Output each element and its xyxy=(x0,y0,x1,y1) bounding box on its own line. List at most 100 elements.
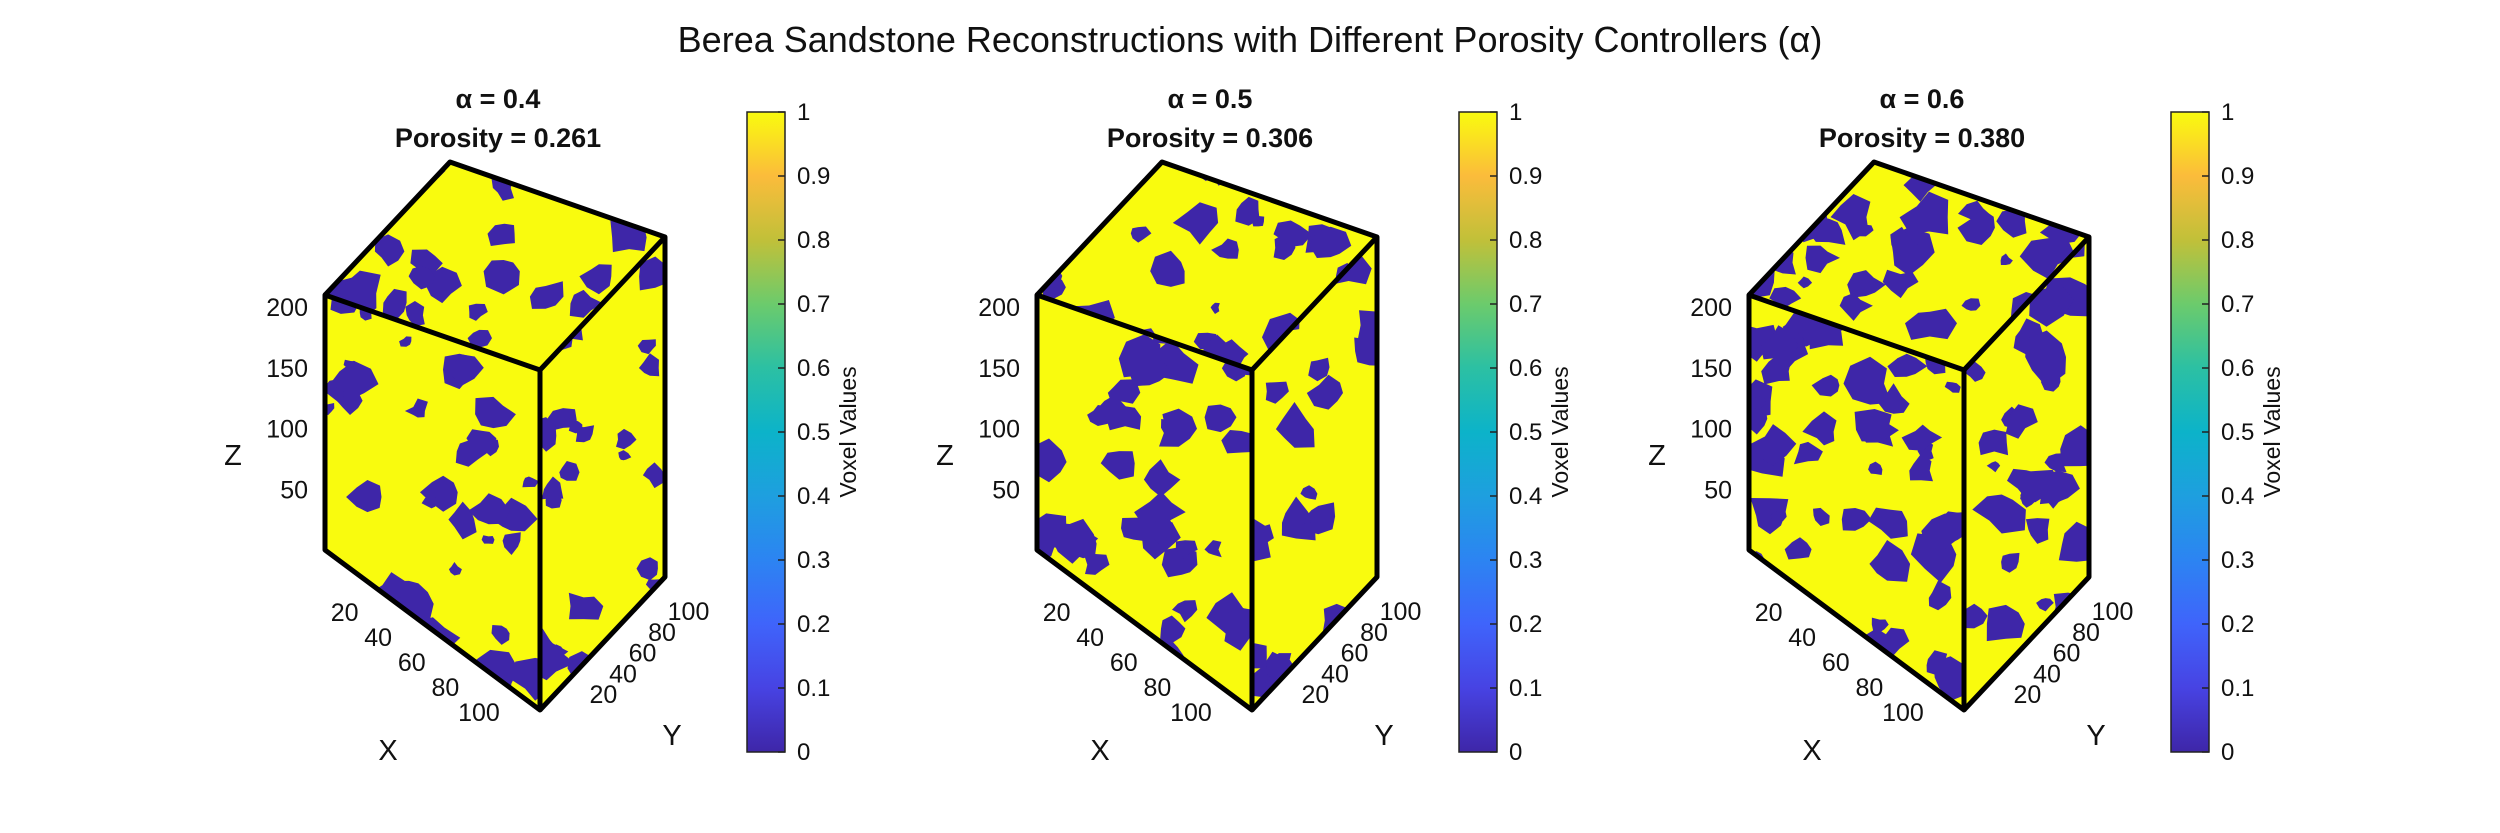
pore-blob xyxy=(1039,675,1067,707)
pore-blob xyxy=(1750,424,1797,466)
panel-title-porosity: Porosity = 0.380 xyxy=(1819,123,2025,153)
pore-blob xyxy=(1295,176,1323,204)
pore-blob xyxy=(1768,510,1787,524)
z-tick-label: 50 xyxy=(1704,476,1732,504)
pore-blob xyxy=(569,289,604,318)
pore-blob xyxy=(1357,175,1377,202)
pore-blob xyxy=(1160,615,1186,644)
cube-edge-top xyxy=(323,159,666,297)
pore-blob xyxy=(1051,522,1099,564)
colorbar-tick-label: 0.6 xyxy=(797,355,830,382)
pore-blob xyxy=(2066,687,2089,710)
pore-blob xyxy=(1857,414,1899,443)
z-tick-label: 150 xyxy=(1690,355,1732,383)
colorbar-tick-label: 0.2 xyxy=(1509,611,1542,638)
pore-blob xyxy=(1767,180,1794,213)
cube-edge-top xyxy=(1035,159,1378,297)
pore-blob xyxy=(491,625,510,645)
pore-blob xyxy=(448,562,462,576)
panel-title-alpha: α = 0.5 xyxy=(1168,84,1253,114)
pore-blob xyxy=(1750,498,1789,535)
pore-blob xyxy=(379,667,396,684)
pore-blob xyxy=(1345,162,1373,183)
colorbar-tick-label: 1 xyxy=(2221,99,2234,126)
pore-blob xyxy=(502,532,521,555)
pore-blob xyxy=(1813,507,1830,526)
colorbar-tick-label: 0.4 xyxy=(1509,483,1542,510)
z-tick-label: 50 xyxy=(992,476,1020,504)
pore-blob xyxy=(1100,451,1135,480)
pore-blob xyxy=(1882,269,1919,299)
x-tick-label: 20 xyxy=(331,599,359,627)
pore-blob xyxy=(1749,323,1778,362)
panel-title-porosity: Porosity = 0.261 xyxy=(395,123,601,153)
pore-blob xyxy=(468,303,488,321)
y-tick-label: 100 xyxy=(1380,598,1422,626)
pore-blob xyxy=(1308,166,1347,207)
y-tick-label: 40 xyxy=(2033,660,2061,688)
colorbar-tick-label: 0.5 xyxy=(2221,419,2254,446)
pore-blob xyxy=(420,475,458,512)
pore-blob xyxy=(1172,202,1219,245)
pore-blob xyxy=(1957,208,1995,245)
pore-blob xyxy=(1037,438,1067,483)
pore-blob xyxy=(529,281,564,309)
y-axis-label: Y xyxy=(2086,720,2105,752)
x-tick-label: 60 xyxy=(1822,649,1850,677)
pore-blob xyxy=(1130,226,1152,243)
pore-blob xyxy=(1899,191,1949,235)
y-axis-label: Y xyxy=(1374,720,1393,752)
pore-blob xyxy=(1986,162,2008,172)
pore-blob xyxy=(1118,334,1162,378)
pore-blob xyxy=(1105,403,1142,431)
x-tick-label: 100 xyxy=(1170,699,1212,727)
pore-blob xyxy=(1087,405,1110,426)
pore-blob xyxy=(1204,540,1222,558)
colorbar-tick-label: 0.8 xyxy=(797,227,830,254)
colorbar-tick-label: 1 xyxy=(797,99,810,126)
pore-blob xyxy=(1802,411,1837,446)
colorbar-tick-label: 0.3 xyxy=(797,547,830,574)
pore-blob xyxy=(522,476,539,488)
pore-blob xyxy=(1150,517,1175,547)
y-axis-label: Y xyxy=(662,720,681,752)
pore-blob xyxy=(1868,461,1883,475)
pore-blob xyxy=(1986,604,2025,642)
pore-blob xyxy=(1921,512,1964,549)
pore-blob xyxy=(628,162,649,170)
y-tick-label: 80 xyxy=(2072,619,2100,647)
pore-blob xyxy=(2001,178,2026,205)
pore-blob xyxy=(1037,220,1060,242)
pore-blob xyxy=(2039,470,2080,505)
pore-blob xyxy=(1944,381,1961,393)
pore-blob xyxy=(1842,697,1857,710)
z-tick-label: 100 xyxy=(978,416,1020,444)
pore-blob xyxy=(1357,306,1377,342)
pore-blob xyxy=(1752,396,1767,412)
pore-blob xyxy=(1887,353,1928,377)
pore-blob xyxy=(1749,185,1779,226)
z-tick-label: 100 xyxy=(1690,416,1732,444)
pore-blob xyxy=(1319,176,1351,206)
colorbar-tick-label: 0 xyxy=(1509,739,1522,766)
pore-blob xyxy=(1805,245,1840,274)
pore-blob xyxy=(1909,453,1933,482)
pore-blob xyxy=(579,264,612,295)
pore-blob xyxy=(1211,238,1239,259)
colorbar-tick-label: 1 xyxy=(1509,99,1522,126)
pore-blob xyxy=(2013,318,2044,355)
pore-blob xyxy=(1221,430,1252,454)
x-tick-label: 20 xyxy=(1043,599,1071,627)
pore-blob xyxy=(636,557,658,581)
pore-blob xyxy=(1957,162,1970,173)
pore-blob xyxy=(340,270,381,319)
colorbar-tick-label: 0.4 xyxy=(797,483,830,510)
x-tick-label: 20 xyxy=(1755,599,1783,627)
x-tick-label: 60 xyxy=(398,649,426,677)
colorbar-tick-label: 0.7 xyxy=(1509,291,1542,318)
pore-blob xyxy=(1175,540,1198,561)
colorbar-tick-label: 0.8 xyxy=(2221,227,2254,254)
colorbar-tick-label: 0.6 xyxy=(1509,355,1542,382)
x-axis-label: X xyxy=(1090,735,1109,767)
pore-blob xyxy=(1847,270,1886,298)
